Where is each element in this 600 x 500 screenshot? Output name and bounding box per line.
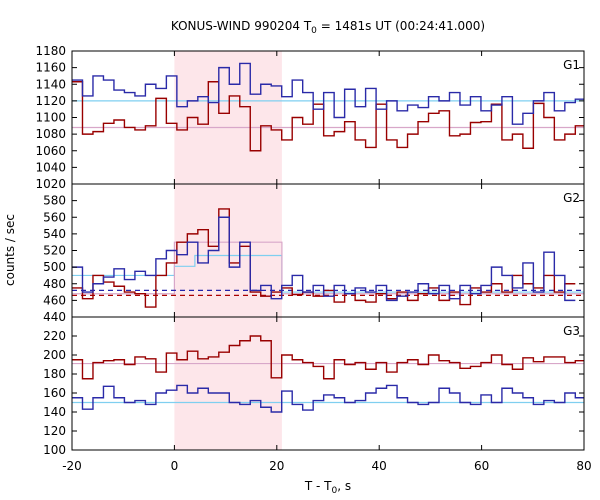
- y-tick-label: 1100: [35, 111, 66, 125]
- x-axis-label: T - T0, s: [304, 479, 351, 496]
- y-tick-label: 500: [43, 260, 66, 274]
- chart-title-suffix: = 1481s UT (00:24:41.000): [317, 19, 485, 33]
- y-tick-label: 1120: [35, 94, 66, 108]
- y-tick-label: 220: [43, 329, 66, 343]
- count-rate-series-2: [72, 216, 576, 302]
- x-tick-label: 0: [171, 459, 179, 473]
- x-tick-label: 20: [269, 459, 284, 473]
- chart-title-prefix: KONUS-WIND 990204 T: [171, 19, 312, 33]
- y-tick-label: 1060: [35, 144, 66, 158]
- panel-label: G3: [563, 324, 580, 338]
- panel-frame: [71, 183, 585, 318]
- burst-interval-highlight: [174, 51, 282, 450]
- panel-frame: [71, 50, 585, 185]
- y-tick-label: 460: [43, 293, 66, 307]
- panel-frame: [71, 316, 585, 451]
- background-fit-2: [72, 241, 584, 295]
- panel-label: G2: [563, 191, 580, 205]
- y-tick-label: 540: [43, 227, 66, 241]
- x-tick-label: -20: [62, 459, 82, 473]
- y-tick-label: 1140: [35, 77, 66, 91]
- y-tick-label: 140: [43, 405, 66, 419]
- x-axis-label-subscript: 0: [332, 486, 338, 496]
- panel-label: G1: [563, 58, 580, 72]
- y-tick-label: 1040: [35, 160, 66, 174]
- y-tick-label: 480: [43, 277, 66, 291]
- y-tick-label: 1180: [35, 44, 66, 58]
- y-tick-label: 1020: [35, 177, 66, 191]
- panel-g1: 1020 1040 1060 1080 1100 1120 1140 1160 1180 G1: [35, 44, 585, 191]
- y-tick-label: 1160: [35, 61, 66, 75]
- y-tick-label: 100: [43, 443, 66, 457]
- count-rate-series-1: [72, 81, 584, 152]
- y-tick-label: 580: [43, 194, 66, 208]
- x-tick-label: 80: [576, 459, 591, 473]
- y-tick-label: 560: [43, 210, 66, 224]
- chart-title-subscript: 0: [311, 26, 317, 36]
- y-tick-label: 440: [43, 310, 66, 324]
- y-tick-label: 1080: [35, 127, 66, 141]
- count-rate-series-2: [72, 62, 584, 125]
- chart-title: KONUS-WIND 990204 T0 = 1481s UT (00:24:4…: [171, 19, 485, 36]
- y-tick-label: 160: [43, 386, 66, 400]
- y-tick-label: 180: [43, 367, 66, 381]
- y-tick-label: 120: [43, 424, 66, 438]
- background-fit-1: [72, 254, 584, 293]
- count-rate-series-2: [72, 384, 584, 413]
- x-axis-label-suffix: , s: [337, 479, 351, 493]
- x-tick-label: 60: [474, 459, 489, 473]
- y-axis-label: counts / sec: [3, 214, 17, 286]
- count-rate-series-1: [72, 335, 584, 380]
- y-tick-label: 520: [43, 244, 66, 258]
- y-tick-label: 200: [43, 348, 66, 362]
- panel-g3: 100 120 140 160 180 200 220 G3: [43, 316, 585, 457]
- panel-g2: 440 460 480 500 520 540 560 580 G2: [43, 183, 585, 324]
- x-tick-label: 40: [372, 459, 387, 473]
- plot-area: 1020 1040 1060 1080 1100 1120 1140 1160 1180 G1 44…: [35, 44, 591, 473]
- x-axis-label-prefix: T - T: [304, 479, 332, 493]
